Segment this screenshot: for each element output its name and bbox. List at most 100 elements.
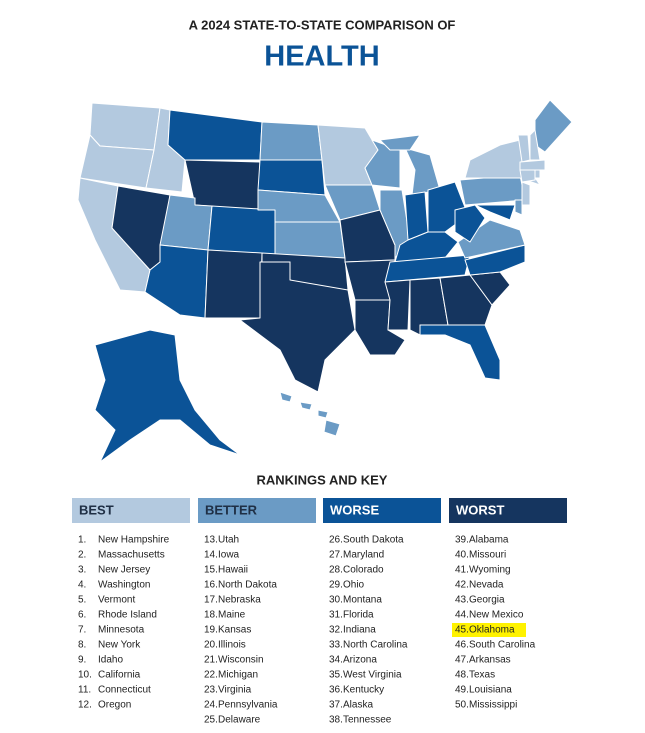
tier-header	[198, 498, 316, 523]
state	[299, 401, 313, 411]
state-name: Missouri	[469, 550, 506, 561]
rank: 43.	[455, 595, 469, 606]
state-name: North Carolina	[343, 640, 408, 651]
state	[457, 219, 526, 259]
state-name: South Dakota	[343, 535, 404, 546]
rank: 27.	[329, 550, 343, 561]
rank: 47.	[455, 655, 469, 666]
rank: 45.	[455, 625, 469, 636]
state	[379, 189, 411, 259]
state	[379, 134, 421, 151]
rank: 13.	[204, 535, 218, 546]
state-name: Arizona	[343, 655, 377, 666]
state-name: Mississippi	[469, 700, 517, 711]
state	[239, 261, 356, 393]
state	[419, 324, 501, 381]
state-name: Texas	[469, 670, 495, 681]
rank: 26.	[329, 535, 343, 546]
state-name: Delaware	[218, 715, 261, 726]
state-name: New Mexico	[469, 610, 524, 621]
state-name: California	[98, 670, 141, 681]
state	[474, 204, 516, 221]
state	[517, 134, 531, 163]
state-name: Nebraska	[218, 595, 261, 606]
state-name: Pennsylvania	[218, 700, 278, 711]
tier-name: WORST	[456, 502, 504, 517]
state-name: Ohio	[343, 580, 365, 591]
state-name: Vermont	[98, 595, 135, 606]
rank: 33.	[329, 640, 343, 651]
rank: 18.	[204, 610, 218, 621]
rank: 17.	[204, 595, 218, 606]
state-name: Illinois	[218, 640, 246, 651]
state	[404, 191, 429, 241]
state	[404, 147, 441, 196]
rank: 14.	[204, 550, 218, 561]
state-name: Wisconsin	[218, 655, 264, 666]
rank: 4.	[78, 580, 86, 591]
state-name: Florida	[343, 610, 374, 621]
rank: 36.	[329, 685, 343, 696]
rank: 15.	[204, 565, 218, 576]
rank: 49.	[455, 685, 469, 696]
state-name: Alaska	[343, 700, 373, 711]
key-title: RANKINGS AND KEY	[257, 472, 388, 487]
rank: 32.	[329, 625, 343, 636]
state	[274, 221, 346, 259]
rank: 35.	[329, 670, 343, 681]
rank: 23.	[204, 685, 218, 696]
state-name: Maine	[218, 610, 246, 621]
rank: 11.	[78, 685, 91, 696]
state-name: Maryland	[343, 550, 384, 561]
state-name: Washington	[98, 580, 150, 591]
rank: 9.	[78, 655, 86, 666]
state	[521, 181, 531, 206]
rank: 29.	[329, 580, 343, 591]
us-map	[77, 99, 573, 463]
state	[519, 159, 546, 171]
state	[89, 102, 161, 151]
state-name: Idaho	[98, 655, 123, 666]
state	[317, 409, 329, 419]
state	[257, 159, 326, 196]
state-name: Minnesota	[98, 625, 145, 636]
rank: 24.	[204, 700, 218, 711]
rank: 7.	[78, 625, 86, 636]
tier-header	[323, 498, 441, 523]
rank: 46.	[455, 640, 469, 651]
state	[384, 279, 411, 331]
state	[534, 169, 541, 179]
state-name: Oregon	[98, 700, 131, 711]
tier-header	[72, 498, 190, 523]
state	[323, 419, 341, 437]
state	[167, 109, 263, 161]
state	[204, 249, 263, 319]
state	[207, 205, 276, 256]
state-name: Michigan	[218, 670, 258, 681]
state	[514, 199, 523, 216]
rank: 34.	[329, 655, 343, 666]
state-name: Colorado	[343, 565, 384, 576]
state-name: Louisiana	[469, 685, 512, 696]
tier-name: WORSE	[330, 502, 379, 517]
state	[534, 99, 573, 153]
rank: 31.	[329, 610, 343, 621]
state-name: Montana	[343, 595, 382, 606]
tier-name: BETTER	[205, 502, 258, 517]
state-name: Nevada	[469, 580, 504, 591]
state	[79, 134, 155, 189]
state-name: West Virginia	[343, 670, 402, 681]
state-name: Alabama	[469, 535, 509, 546]
state-name: Kansas	[218, 625, 251, 636]
rank: 21.	[204, 655, 218, 666]
rank: 50.	[455, 700, 469, 711]
pretitle: A 2024 STATE-TO-STATE COMPARISON OF	[189, 17, 456, 32]
state-name: North Dakota	[218, 580, 277, 591]
state-name: New York	[98, 640, 141, 651]
tier-header	[449, 498, 567, 523]
state-name: Hawaii	[218, 565, 248, 576]
state-name: Kentucky	[343, 685, 384, 696]
tier-name: BEST	[79, 502, 114, 517]
state	[394, 231, 459, 263]
